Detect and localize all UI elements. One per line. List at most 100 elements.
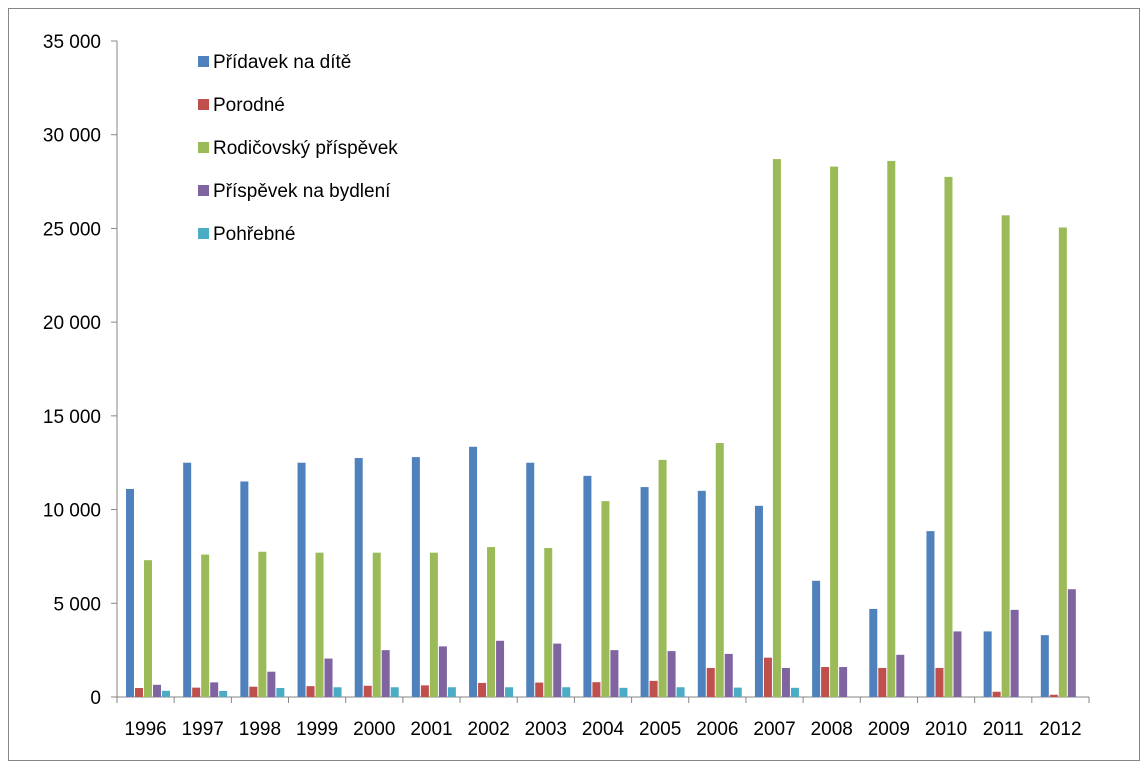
bar bbox=[276, 688, 285, 697]
bar bbox=[733, 687, 742, 697]
bar bbox=[983, 631, 992, 697]
bar bbox=[258, 551, 267, 697]
x-tick-label: 2003 bbox=[525, 719, 567, 740]
legend-label: Přídavek na dítě bbox=[213, 52, 351, 73]
bars bbox=[126, 159, 1076, 697]
legend-label: Pohřebné bbox=[213, 224, 295, 245]
bar bbox=[619, 687, 628, 697]
bar bbox=[821, 667, 830, 697]
x-tick-label: 1999 bbox=[296, 719, 338, 740]
bar bbox=[830, 166, 839, 697]
bar bbox=[267, 671, 276, 697]
x-tick-label: 2005 bbox=[639, 719, 681, 740]
bar bbox=[478, 682, 487, 697]
bar bbox=[592, 682, 601, 697]
bar bbox=[553, 643, 562, 697]
bar bbox=[144, 560, 152, 697]
bar bbox=[126, 488, 134, 697]
bar bbox=[610, 650, 619, 697]
bar bbox=[306, 686, 315, 697]
legend-label: Příspěvek na bydlení bbox=[213, 181, 391, 202]
bar bbox=[315, 552, 324, 697]
bar bbox=[812, 580, 821, 697]
legend-swatch bbox=[198, 99, 209, 110]
bar bbox=[781, 667, 790, 697]
bar bbox=[706, 667, 715, 697]
bar bbox=[354, 458, 363, 697]
bar bbox=[153, 684, 161, 697]
bar bbox=[219, 691, 228, 697]
x-tick-label: 2000 bbox=[353, 719, 395, 740]
x-tick-label: 2004 bbox=[582, 719, 625, 740]
bar bbox=[135, 688, 143, 697]
x-tick-label: 1997 bbox=[182, 719, 224, 740]
y-tick-label: 25 000 bbox=[43, 219, 101, 240]
bar bbox=[363, 685, 372, 697]
bar bbox=[381, 650, 390, 697]
bar bbox=[658, 459, 667, 697]
bar bbox=[640, 487, 649, 697]
bar bbox=[192, 687, 201, 697]
legend-swatch bbox=[198, 228, 209, 239]
bar bbox=[1049, 694, 1058, 697]
bar bbox=[896, 654, 905, 697]
bar bbox=[535, 682, 544, 697]
bar bbox=[487, 547, 496, 697]
x-tick-label: 2012 bbox=[1039, 719, 1081, 740]
bar bbox=[763, 657, 772, 697]
x-tick-label: 2011 bbox=[983, 719, 1024, 740]
bar bbox=[676, 687, 685, 697]
bar bbox=[297, 462, 306, 697]
bar bbox=[935, 667, 944, 697]
bar bbox=[526, 462, 535, 697]
bar bbox=[601, 501, 610, 697]
bar bbox=[667, 651, 676, 697]
legend-swatch bbox=[198, 56, 209, 67]
y-tick-label: 20 000 bbox=[43, 313, 101, 334]
legend-label: Porodné bbox=[213, 95, 285, 116]
bar bbox=[390, 687, 399, 697]
bar bbox=[926, 531, 935, 697]
bar bbox=[372, 552, 381, 697]
x-tick-label: 1998 bbox=[239, 719, 281, 740]
bar bbox=[839, 667, 848, 697]
bar bbox=[887, 160, 896, 697]
x-tick-label: 2006 bbox=[696, 719, 738, 740]
bar bbox=[878, 667, 887, 697]
bar bbox=[201, 554, 210, 697]
bar bbox=[496, 640, 505, 697]
legend: Přídavek na dítě Porodné Rodičovský příspě… bbox=[198, 52, 398, 245]
x-tick-label: 1996 bbox=[124, 719, 166, 740]
bar bbox=[754, 505, 763, 697]
bar bbox=[249, 686, 258, 697]
bar bbox=[240, 481, 249, 697]
bar bbox=[953, 631, 962, 697]
bar bbox=[1001, 215, 1010, 697]
bar bbox=[1040, 635, 1049, 697]
bar bbox=[411, 457, 420, 697]
legend-swatch bbox=[198, 185, 209, 196]
bar bbox=[429, 552, 438, 697]
bar bbox=[649, 680, 658, 697]
bar bbox=[790, 687, 799, 697]
y-tick-label: 35 000 bbox=[43, 32, 101, 53]
axes: 0 5 000 10 000 15 000 20 000 25 000 30 000 35 0… bbox=[43, 32, 1090, 740]
x-tick-label: 2009 bbox=[868, 719, 910, 740]
bar bbox=[869, 608, 878, 697]
bar bbox=[324, 658, 333, 697]
bar bbox=[583, 475, 592, 697]
bar bbox=[544, 547, 553, 697]
x-tick-label: 2001 bbox=[410, 719, 452, 740]
y-tick-label: 15 000 bbox=[43, 407, 101, 428]
bar bbox=[1010, 609, 1019, 697]
bar bbox=[1067, 589, 1076, 697]
y-tick-label: 10 000 bbox=[43, 501, 101, 522]
bar bbox=[438, 646, 447, 697]
bar bbox=[183, 462, 192, 697]
bar bbox=[772, 159, 781, 697]
y-tick-label: 0 bbox=[90, 688, 101, 709]
x-tick-label: 2002 bbox=[468, 719, 510, 740]
x-tick-label: 2010 bbox=[925, 719, 967, 740]
bar bbox=[210, 682, 219, 697]
